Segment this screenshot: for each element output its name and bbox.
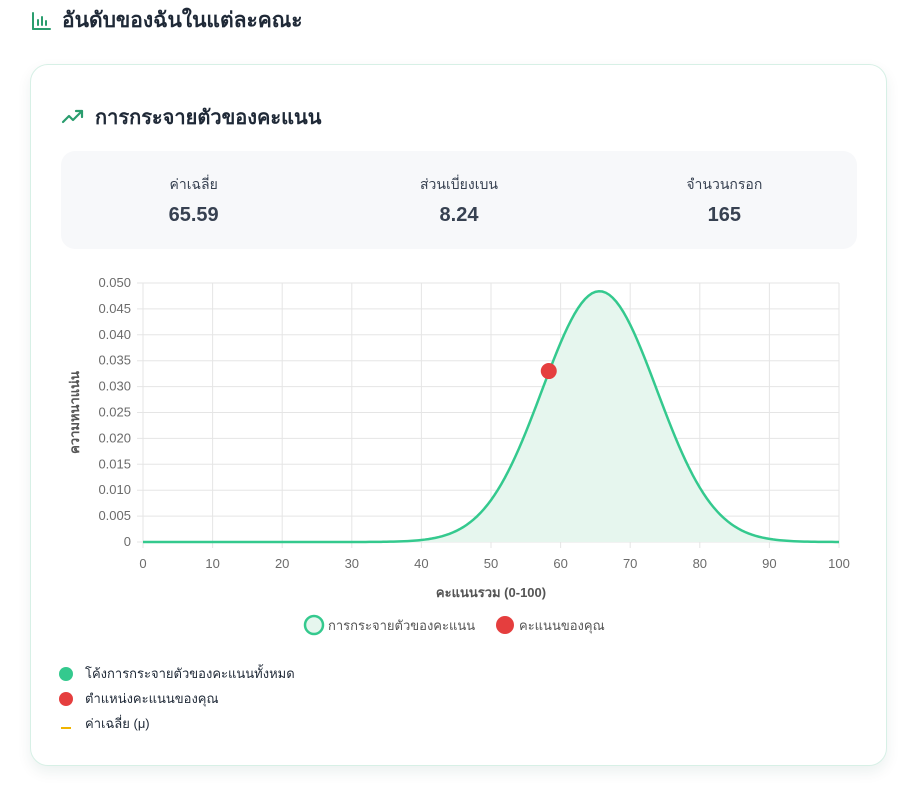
chart-svg: 0 0.005 0.010 0.015 0.020 0.025 0.030 0.035 0.04… <box>67 275 850 636</box>
legend-curve-label: การกระจายตัวของคะแนน <box>328 618 475 633</box>
stat-count-value: 165 <box>707 203 741 226</box>
y-tick-label: 0 <box>124 534 131 549</box>
distribution-area <box>143 291 839 542</box>
x-tick-label: 90 <box>762 556 776 571</box>
note-your-score: ตำแหน่งคะแนนของคุณ <box>59 690 295 707</box>
note-mean: ค่าเฉลี่ย (μ) <box>59 715 295 732</box>
note-mean-dash <box>61 726 71 729</box>
x-tick-label: 20 <box>275 556 289 571</box>
x-tick-label: 70 <box>623 556 637 571</box>
y-axis-title: ความหนาแน่น <box>67 371 82 454</box>
y-tick-label: 0.005 <box>98 508 131 523</box>
x-tick-label: 50 <box>484 556 498 571</box>
your-score-point <box>540 363 557 380</box>
y-tick-label: 0.030 <box>98 379 131 394</box>
stat-std: ส่วนเบี่ยงเบน 8.24 <box>326 151 591 249</box>
y-tick-label: 0.020 <box>98 430 131 445</box>
trending-up-icon <box>61 109 84 124</box>
stat-mean: ค่าเฉลี่ย 65.59 <box>61 151 326 249</box>
stat-std-label: ส่วนเบี่ยงเบน <box>420 175 498 192</box>
stat-std-value: 8.24 <box>439 203 479 226</box>
x-tick-label: 0 <box>139 556 146 571</box>
section-header: อันดับของฉันในแต่ละคณะ <box>30 4 303 37</box>
x-tick-label: 60 <box>553 556 567 571</box>
legend-curve-swatch <box>303 614 325 636</box>
stat-count-label: จำนวนกรอก <box>686 175 763 192</box>
y-tick-label: 0.045 <box>98 301 131 316</box>
legend-point-swatch <box>496 616 514 634</box>
legend-point-label: คะแนนของคุณ <box>519 618 605 634</box>
stat-mean-value: 65.59 <box>168 203 219 226</box>
x-tick-label: 80 <box>693 556 707 571</box>
note-curve-text: โค้งการกระจายตัวของคะแนนทั้งหมด <box>85 666 295 681</box>
note-your-score-text: ตำแหน่งคะแนนของคุณ <box>85 691 219 706</box>
bar-chart-icon <box>32 11 51 30</box>
stat-count: จำนวนกรอก 165 <box>592 151 857 249</box>
note-mean-text: ค่าเฉลี่ย (μ) <box>85 716 150 731</box>
card-title: การกระจายตัวของคะแนน <box>95 107 322 129</box>
chart-notes: โค้งการกระจายตัวของคะแนนทั้งหมด ตำแหน่งค… <box>59 665 295 732</box>
x-tick-label: 100 <box>828 556 850 571</box>
note-curve-dot <box>59 666 73 681</box>
distribution-chart: 0 0.005 0.010 0.015 0.020 0.025 0.030 0.035 0.04… <box>31 261 888 647</box>
y-tick-label: 0.010 <box>98 482 131 497</box>
y-tick-label: 0.015 <box>98 456 131 471</box>
y-tick-label: 0.050 <box>98 275 131 290</box>
section-title: อันดับของฉันในแต่ละคณะ <box>62 9 303 32</box>
y-tick-label: 0.025 <box>98 405 131 420</box>
card-header: การกระจายตัวของคะแนน <box>61 101 321 133</box>
stat-mean-label: ค่าเฉลี่ย <box>169 175 218 192</box>
distribution-curve <box>143 289 840 544</box>
x-tick-label: 30 <box>345 556 359 571</box>
y-tick-label: 0.035 <box>98 353 131 368</box>
x-tick-label: 40 <box>414 556 428 571</box>
x-tick-label: 10 <box>205 556 219 571</box>
note-curve: โค้งการกระจายตัวของคะแนนทั้งหมด <box>59 665 295 682</box>
stats-panel: ค่าเฉลี่ย 65.59 ส่วนเบี่ยงเบน 8.24 จำนวน… <box>61 151 857 249</box>
distribution-card: การกระจายตัวของคะแนน ค่าเฉลี่ย 65.59 ส่ว… <box>30 64 887 766</box>
y-tick-label: 0.040 <box>98 327 131 342</box>
x-axis-title: คะแนนรวม (0-100) <box>436 585 546 600</box>
note-your-score-dot <box>59 691 73 706</box>
